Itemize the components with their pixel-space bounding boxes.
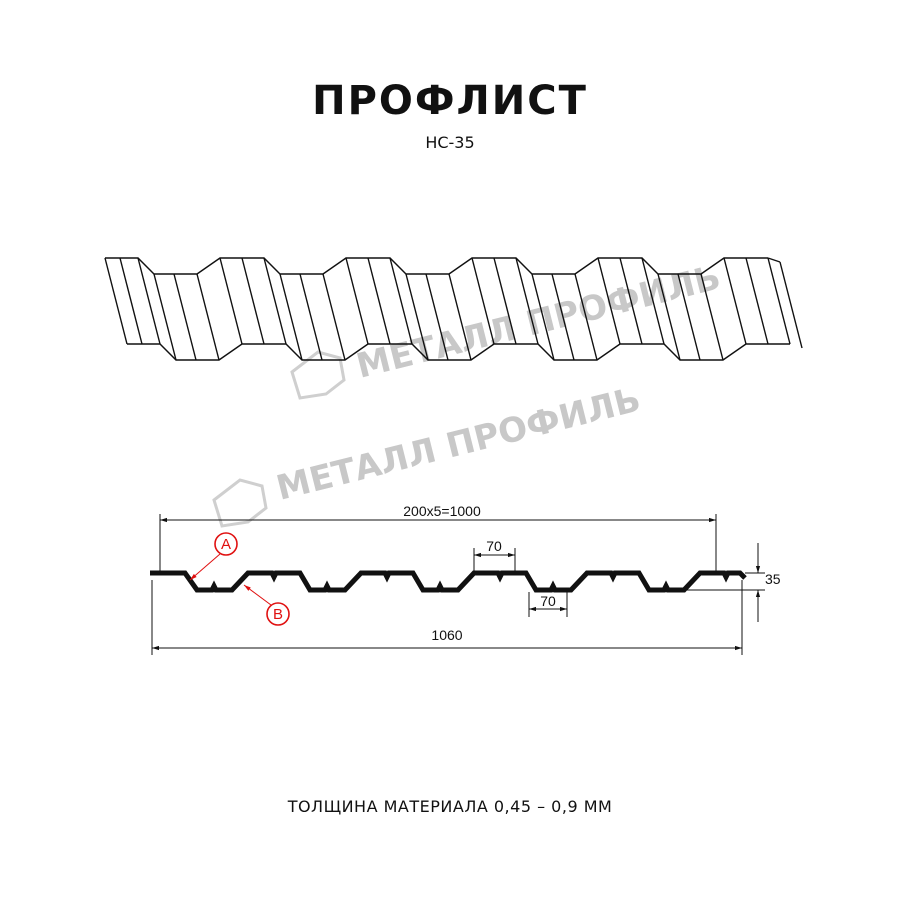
sheet-fold-line [531, 273, 555, 361]
sheet-fold-line [389, 257, 413, 345]
sheet-edge-lip [779, 261, 803, 349]
sheet-fold-line [515, 257, 539, 345]
sheet-fold-line [574, 273, 598, 361]
sheet-fold-line [471, 257, 495, 345]
sheet-fold-line [173, 273, 197, 361]
sheet-edge-lip [767, 257, 781, 263]
model-subtitle: НС-35 [425, 133, 475, 152]
dim-height: 35 [765, 571, 781, 587]
sheet-fold-line [322, 273, 346, 361]
sheet-fold-line [241, 257, 265, 345]
sheet-fold-line [767, 257, 791, 345]
callout-a: A [189, 532, 238, 581]
sheet-fold-line [219, 257, 243, 345]
sheet-fold-line [448, 273, 472, 361]
cross-section-profile [150, 570, 747, 593]
sheet-fold-line [597, 257, 621, 345]
material-thickness-note: ТОЛЩИНА МАТЕРИАЛА 0,45 – 0,9 ММ [287, 797, 613, 816]
sheet-fold-line [153, 273, 177, 361]
sheet-fold-line [196, 273, 220, 361]
sheet-fold-line [104, 257, 128, 345]
svg-text:B: B [273, 606, 283, 623]
page-title: ПРОФЛИСТ [312, 78, 588, 124]
sheet-fold-line [137, 257, 161, 345]
sheet-fold-line [493, 257, 517, 345]
svg-text:МЕТАЛЛ ПРОФИЛЬ: МЕТАЛЛ ПРОФИЛЬ [273, 380, 645, 509]
dim-top-flat: 70 [486, 538, 502, 554]
sheet-fold-line [745, 257, 769, 345]
sheet-fold-line [619, 257, 643, 345]
sheet-3d-view [104, 257, 803, 361]
sheet-fold-line [425, 273, 449, 361]
sheet-fold-line [551, 273, 575, 361]
sheet-fold-line [119, 257, 143, 345]
sheet-fold-line [299, 273, 323, 361]
svg-text:МЕТАЛЛ ПРОФИЛЬ: МЕТАЛЛ ПРОФИЛЬ [353, 258, 725, 387]
sheet-fold-line [263, 257, 287, 345]
sheet-fold-line [657, 273, 681, 361]
sheet-fold-line [279, 273, 303, 361]
sheet-fold-line [367, 257, 391, 345]
sheet-fold-line [723, 257, 747, 345]
dimension-lines [151, 514, 765, 655]
sheet-fold-line [405, 273, 429, 361]
sheet-fold-line [345, 257, 369, 345]
sheet-fold-line [677, 273, 701, 361]
callout-b: B [243, 584, 290, 626]
dim-pitch-total: 200x5=1000 [403, 503, 481, 519]
sheet-fold-line [700, 273, 724, 361]
dim-overall-width: 1060 [431, 627, 462, 643]
sheet-fold-line [641, 257, 665, 345]
dim-bottom-flat: 70 [540, 593, 556, 609]
svg-text:A: A [221, 536, 231, 553]
